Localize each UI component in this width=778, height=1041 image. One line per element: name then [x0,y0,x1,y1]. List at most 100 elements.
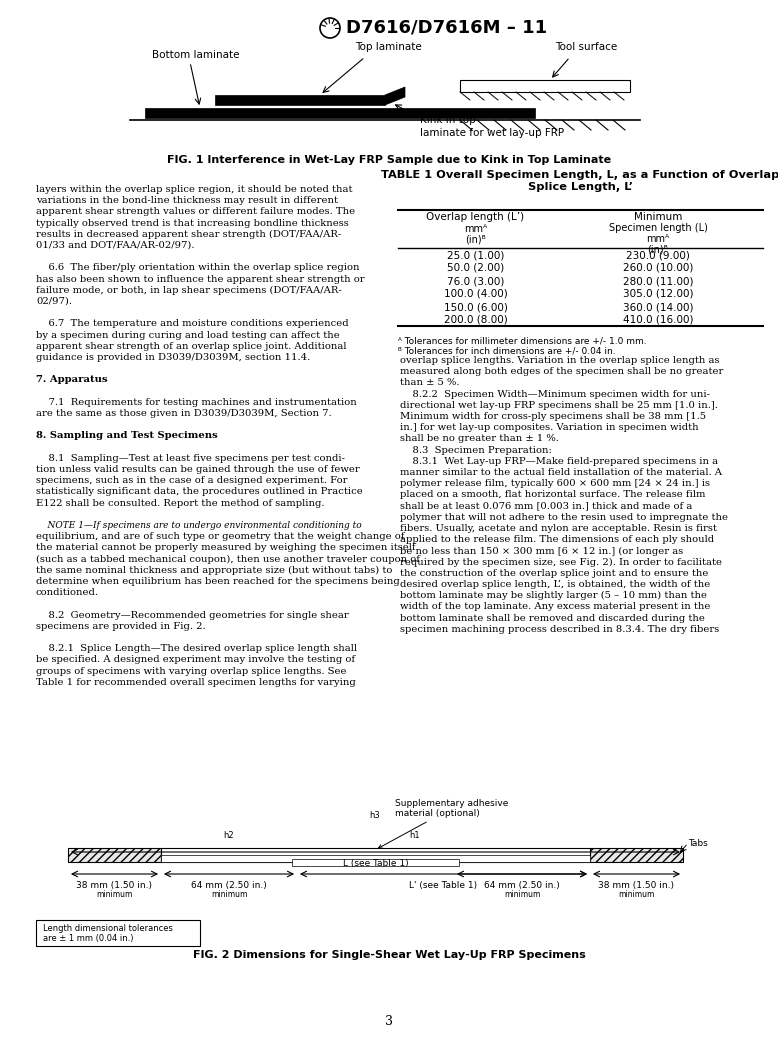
Text: h3: h3 [370,811,380,820]
Text: the same nominal thickness and appropriate size (but without tabs) to: the same nominal thickness and appropria… [36,566,392,575]
Text: L (see Table 1): L (see Table 1) [342,859,408,868]
Text: 6.6  The fiber/ply orientation within the overlap splice region: 6.6 The fiber/ply orientation within the… [36,263,359,273]
Text: be no less than 150 × 300 mm [6 × 12 in.] (or longer as: be no less than 150 × 300 mm [6 × 12 in.… [400,547,683,556]
Text: specimens, such as in the case of a designed experiment. For: specimens, such as in the case of a desi… [36,476,348,485]
Text: NOTE 1—If specimens are to undergo environmental conditioning to: NOTE 1—If specimens are to undergo envir… [36,520,362,530]
Bar [161,855,590,862]
Bar [68,848,161,862]
Text: tion unless valid results can be gained through the use of fewer: tion unless valid results can be gained … [36,465,359,474]
Text: 25.0 (1.00): 25.0 (1.00) [447,250,504,260]
Bar [145,108,535,118]
Text: 8. Sampling and Test Specimens: 8. Sampling and Test Specimens [36,431,218,440]
Text: Overlap length (L’): Overlap length (L’) [426,212,524,222]
Text: width of the top laminate. Any excess material present in the: width of the top laminate. Any excess ma… [400,603,710,611]
Text: (in)ᴮ: (in)ᴮ [465,235,486,245]
Text: 7. Apparatus: 7. Apparatus [36,376,107,384]
Text: groups of specimens with varying overlap splice lengths. See: groups of specimens with varying overlap… [36,666,346,676]
Text: Minimum: Minimum [634,212,682,222]
Text: 360.0 (14.00): 360.0 (14.00) [622,302,693,312]
Text: (such as a tabbed mechanical coupon), then use another traveler coupon of: (such as a tabbed mechanical coupon), th… [36,555,420,564]
Text: laminate for wet lay-up FRP: laminate for wet lay-up FRP [420,128,564,138]
Text: h2: h2 [224,831,234,840]
Text: FIG. 2 Dimensions for Single-Shear Wet Lay-Up FRP Specimens: FIG. 2 Dimensions for Single-Shear Wet L… [193,950,585,960]
Text: Bottom laminate: Bottom laminate [152,50,240,60]
Text: Length dimensional tolerances: Length dimensional tolerances [43,924,173,933]
Text: results in decreased apparent shear strength (DOT/FAA/AR-: results in decreased apparent shear stre… [36,230,342,239]
Text: typically observed trend is that increasing bondline thickness: typically observed trend is that increas… [36,219,349,228]
Bar [161,848,590,862]
Text: manner similar to the actual field installation of the material. A: manner similar to the actual field insta… [400,468,722,477]
Text: Tool surface: Tool surface [555,42,617,52]
Text: Top laminate: Top laminate [355,42,422,52]
Bar [292,859,459,866]
Text: determine when equilibrium has been reached for the specimens being: determine when equilibrium has been reac… [36,577,400,586]
Text: measured along both edges of the specimen shall be no greater: measured along both edges of the specime… [400,367,724,376]
Text: 150.0 (6.00): 150.0 (6.00) [443,302,507,312]
Text: are ± 1 mm (0.04 in.): are ± 1 mm (0.04 in.) [43,934,134,943]
Bar [215,95,385,105]
Text: bottom laminate shall be removed and discarded during the: bottom laminate shall be removed and dis… [400,613,705,623]
Text: 8.3  Specimen Preparation:: 8.3 Specimen Preparation: [400,446,552,455]
Text: Table 1 for recommended overall specimen lengths for varying: Table 1 for recommended overall specimen… [36,678,356,687]
Text: directional wet lay-up FRP specimens shall be 25 mm [1.0 in.].: directional wet lay-up FRP specimens sha… [400,401,718,410]
Text: 8.1  Sampling—Test at least five specimens per test condi-: 8.1 Sampling—Test at least five specimen… [36,454,345,463]
Text: 64 mm (2.50 in.): 64 mm (2.50 in.) [484,881,560,890]
Text: layers within the overlap splice region, it should be noted that: layers within the overlap splice region,… [36,185,352,194]
Text: applied to the release film. The dimensions of each ply should: applied to the release film. The dimensi… [400,535,714,544]
Text: 38 mm (1.50 in.): 38 mm (1.50 in.) [598,881,675,890]
Text: L' (see Table 1): L' (see Table 1) [409,881,478,890]
Text: 8.2.2  Specimen Width—Minimum specimen width for uni-: 8.2.2 Specimen Width—Minimum specimen wi… [400,389,710,399]
Text: ᴮ Tolerances for inch dimensions are +/- 0.04 in.: ᴮ Tolerances for inch dimensions are +/-… [398,347,615,356]
Text: polymer release film, typically 600 × 600 mm [24 × 24 in.] is: polymer release film, typically 600 × 60… [400,479,710,488]
Text: the construction of the overlap splice joint and to ensure the: the construction of the overlap splice j… [400,568,709,578]
Text: than ± 5 %.: than ± 5 %. [400,378,460,387]
Text: bottom laminate may be slightly larger (5 – 10 mm) than the: bottom laminate may be slightly larger (… [400,591,707,601]
Text: shall be at least 0.076 mm [0.003 in.] thick and made of a: shall be at least 0.076 mm [0.003 in.] t… [400,502,692,510]
Text: polymer that will not adhere to the resin used to impregnate the: polymer that will not adhere to the resi… [400,513,728,522]
Text: the material cannot be properly measured by weighing the specimen itself: the material cannot be properly measured… [36,543,415,553]
Text: equilibrium, and are of such type or geometry that the weight change of: equilibrium, and are of such type or geo… [36,532,405,541]
Text: 260.0 (10.00): 260.0 (10.00) [623,263,693,273]
Text: 3: 3 [385,1015,393,1029]
Text: 02/97).: 02/97). [36,297,72,306]
Text: 200.0 (8.00): 200.0 (8.00) [443,315,507,325]
Text: 7.1  Requirements for testing machines and instrumentation: 7.1 Requirements for testing machines an… [36,398,357,407]
Text: 305.0 (12.00): 305.0 (12.00) [622,289,693,299]
Text: 230.0 (9.00): 230.0 (9.00) [626,250,690,260]
Text: guidance is provided in D3039/D3039M, section 11.4.: guidance is provided in D3039/D3039M, se… [36,353,310,362]
Text: conditioned.: conditioned. [36,588,99,598]
Text: 6.7  The temperature and moisture conditions experienced: 6.7 The temperature and moisture conditi… [36,320,349,328]
Text: required by the specimen size, see Fig. 2). In order to facilitate: required by the specimen size, see Fig. … [400,558,722,566]
Text: Tabs: Tabs [688,838,708,847]
Text: overlap splice lengths. Variation in the overlap splice length as: overlap splice lengths. Variation in the… [400,356,720,365]
Text: 64 mm (2.50 in.): 64 mm (2.50 in.) [191,881,267,890]
Text: 8.2.1  Splice Length—The desired overlap splice length shall: 8.2.1 Splice Length—The desired overlap … [36,644,357,653]
Text: are the same as those given in D3039/D3039M, Section 7.: are the same as those given in D3039/D30… [36,409,331,418]
Text: has also been shown to influence the apparent shear strength or: has also been shown to influence the app… [36,275,365,283]
Text: minimum: minimum [211,890,247,899]
Text: be specified. A designed experiment may involve the testing of: be specified. A designed experiment may … [36,656,355,664]
Text: 38 mm (1.50 in.): 38 mm (1.50 in.) [76,881,152,890]
Text: Specimen length (L): Specimen length (L) [608,223,707,233]
Text: minimum: minimum [504,890,540,899]
Text: TABLE 1 Overall Specimen Length, L, as a Function of Overlap
Splice Length, L’: TABLE 1 Overall Specimen Length, L, as a… [381,171,778,192]
Bar [590,848,683,862]
Text: mmᴬ: mmᴬ [464,224,487,234]
Text: placed on a smooth, flat horizontal surface. The release film: placed on a smooth, flat horizontal surf… [400,490,706,500]
Text: minimum: minimum [96,890,133,899]
Text: Minimum width for cross-ply specimens shall be 38 mm [1.5: Minimum width for cross-ply specimens sh… [400,412,706,421]
Text: variations in the bond-line thickness may result in different: variations in the bond-line thickness ma… [36,196,338,205]
Text: shall be no greater than ± 1 %.: shall be no greater than ± 1 %. [400,434,559,443]
Text: Supplementary adhesive
material (optional): Supplementary adhesive material (optiona… [378,798,508,848]
Text: fibers. Usually, acetate and nylon are acceptable. Resin is first: fibers. Usually, acetate and nylon are a… [400,524,717,533]
Text: h1: h1 [410,831,420,840]
Text: minimum: minimum [619,890,655,899]
Text: 410.0 (16.00): 410.0 (16.00) [622,315,693,325]
Text: statistically significant data, the procedures outlined in Practice: statistically significant data, the proc… [36,487,363,497]
Text: 50.0 (2.00): 50.0 (2.00) [447,263,504,273]
Text: 8.2  Geometry—Recommended geometries for single shear: 8.2 Geometry—Recommended geometries for … [36,611,349,619]
Text: 280.0 (11.00): 280.0 (11.00) [622,276,693,286]
Text: apparent shear strength of an overlap splice joint. Additional: apparent shear strength of an overlap sp… [36,341,346,351]
Text: Kink in top: Kink in top [420,115,476,125]
Text: D7616/D7616M – 11: D7616/D7616M – 11 [346,19,547,37]
